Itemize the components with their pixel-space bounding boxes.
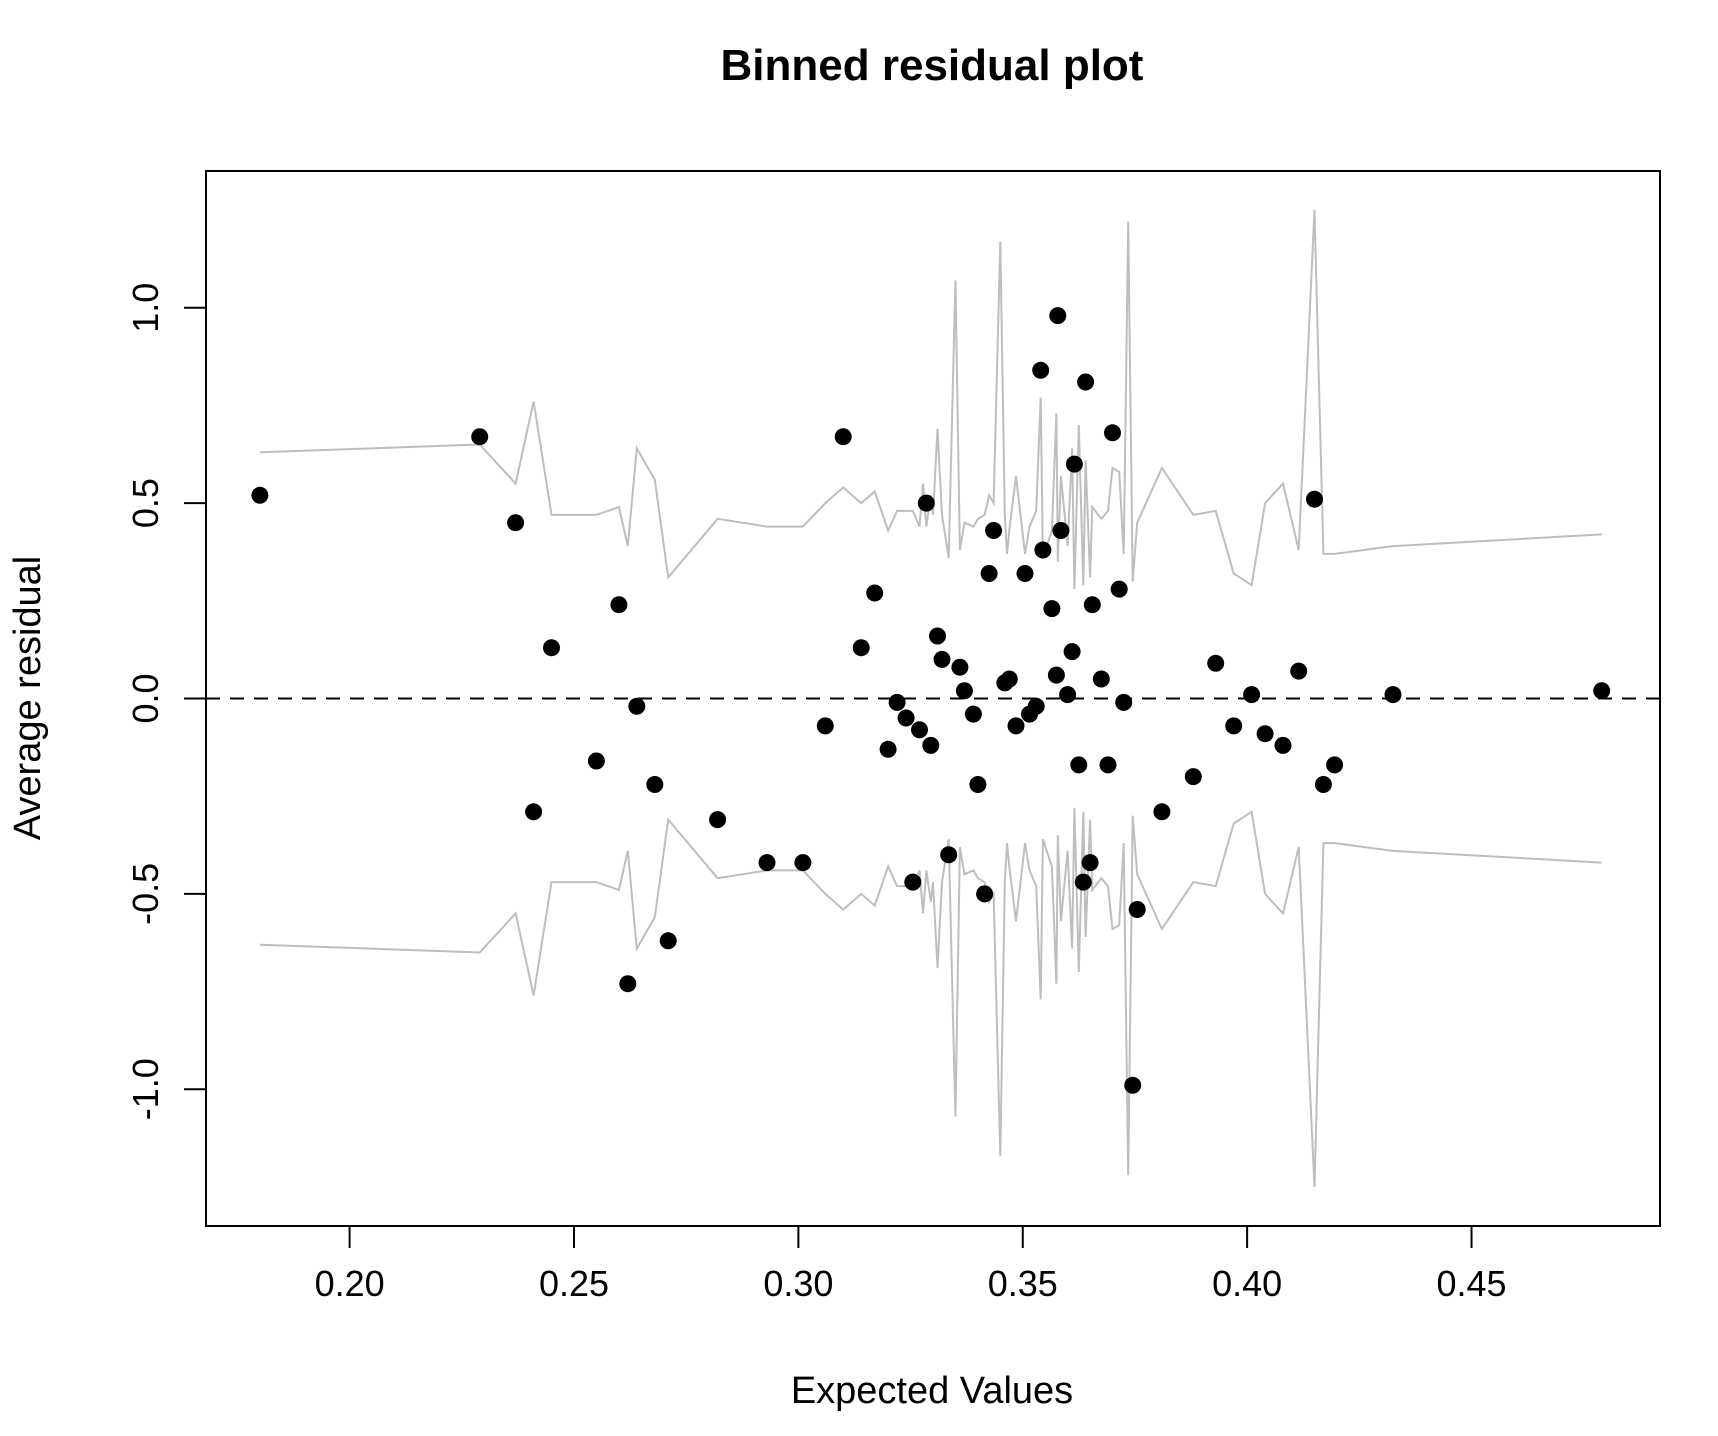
y-tick-label: 0.0: [125, 673, 166, 723]
y-tick-label: 0.5: [125, 478, 166, 528]
residual-point: [929, 627, 946, 645]
x-tick-label: 0.35: [988, 1263, 1058, 1304]
residual-point: [888, 693, 906, 711]
residual-point: [955, 682, 973, 700]
residual-point: [628, 697, 646, 715]
residual-point: [1326, 756, 1344, 774]
residual-point: [904, 873, 922, 891]
residual-point: [1184, 768, 1202, 786]
residual-point: [610, 596, 628, 614]
residual-point: [1083, 596, 1101, 614]
residual-point: [1074, 873, 1092, 891]
residual-point: [1110, 580, 1128, 598]
residual-point: [1384, 686, 1402, 704]
residual-point: [985, 522, 1003, 539]
residual-point: [1052, 522, 1070, 539]
residual-point: [758, 854, 776, 872]
y-tick-label: -1.0: [125, 1058, 166, 1120]
residual-point: [1225, 717, 1243, 735]
residual-point: [969, 776, 987, 793]
residual-point: [922, 736, 940, 754]
residual-point: [1070, 756, 1088, 774]
residual-point: [1115, 693, 1133, 711]
residual-point: [834, 428, 852, 446]
residual-point: [659, 932, 677, 950]
residual-point: [940, 846, 958, 864]
residual-point: [1032, 361, 1050, 379]
residual-point: [911, 721, 928, 739]
residual-point: [1034, 541, 1052, 559]
residual-point: [1099, 756, 1117, 774]
residual-point: [1077, 373, 1095, 391]
residual-point: [951, 658, 969, 676]
residual-point: [933, 650, 951, 668]
residual-point: [1124, 1076, 1142, 1094]
residual-point: [1043, 600, 1061, 618]
residual-point: [1256, 725, 1274, 743]
residual-point: [1274, 736, 1292, 754]
residual-point: [1027, 697, 1045, 715]
residual-point: [964, 705, 982, 723]
x-tick-label: 0.25: [539, 1263, 609, 1304]
residual-point: [794, 854, 812, 872]
residual-point: [1153, 803, 1171, 821]
residual-point: [709, 811, 727, 829]
y-tick-label: 1.0: [125, 283, 166, 333]
residual-point: [1104, 424, 1121, 442]
x-tick-label: 0.40: [1212, 1263, 1282, 1304]
x-axis-label: Expected Values: [791, 1370, 1073, 1412]
residual-point: [852, 639, 870, 657]
residual-point: [1016, 565, 1034, 582]
x-axis: 0.20 0.25 0.30 0.35 0.40 0.45: [315, 1226, 1507, 1304]
residual-point: [1290, 662, 1308, 680]
residual-point: [897, 709, 915, 727]
y-axis-label: Average residual: [7, 556, 49, 840]
residual-point: [816, 717, 834, 735]
residual-point: [1059, 686, 1077, 704]
residual-point: [1000, 670, 1018, 688]
residual-point: [1049, 307, 1067, 325]
residual-point: [1081, 854, 1099, 872]
residual-point: [251, 486, 269, 504]
y-tick-label: -0.5: [125, 863, 166, 925]
residual-point: [543, 639, 560, 657]
lower-error-band: [259, 807, 1602, 1187]
residual-point: [1243, 686, 1261, 704]
residual-point: [980, 565, 998, 582]
y-axis: -1.0 -0.5 0.0 0.5 1.0: [125, 283, 206, 1120]
residual-point: [1065, 455, 1083, 473]
residual-point: [507, 514, 525, 532]
residual-point: [471, 428, 489, 446]
residual-point: [917, 494, 935, 512]
residual-point: [646, 776, 664, 793]
residual-point: [1128, 901, 1146, 918]
error-bands: [259, 210, 1602, 1187]
residual-point: [1207, 654, 1225, 672]
x-tick-label: 0.30: [763, 1263, 833, 1304]
upper-error-band: [259, 210, 1602, 590]
residual-point: [1306, 490, 1323, 508]
residual-point: [1314, 776, 1332, 793]
residual-point: [1063, 643, 1081, 661]
residual-point: [1092, 670, 1110, 688]
residual-point: [1593, 682, 1611, 700]
residual-point: [879, 740, 897, 758]
x-tick-label: 0.20: [315, 1263, 385, 1304]
residual-point: [1007, 717, 1025, 735]
residual-point: [619, 975, 637, 993]
chart-title: Binned residual plot: [721, 41, 1144, 90]
residual-point: [866, 584, 884, 602]
residual-point: [587, 752, 605, 770]
residual-point: [1047, 666, 1065, 684]
residual-points: [251, 307, 1611, 1094]
residual-point: [525, 803, 543, 821]
residual-point: [976, 885, 994, 903]
x-tick-label: 0.45: [1436, 1263, 1506, 1304]
